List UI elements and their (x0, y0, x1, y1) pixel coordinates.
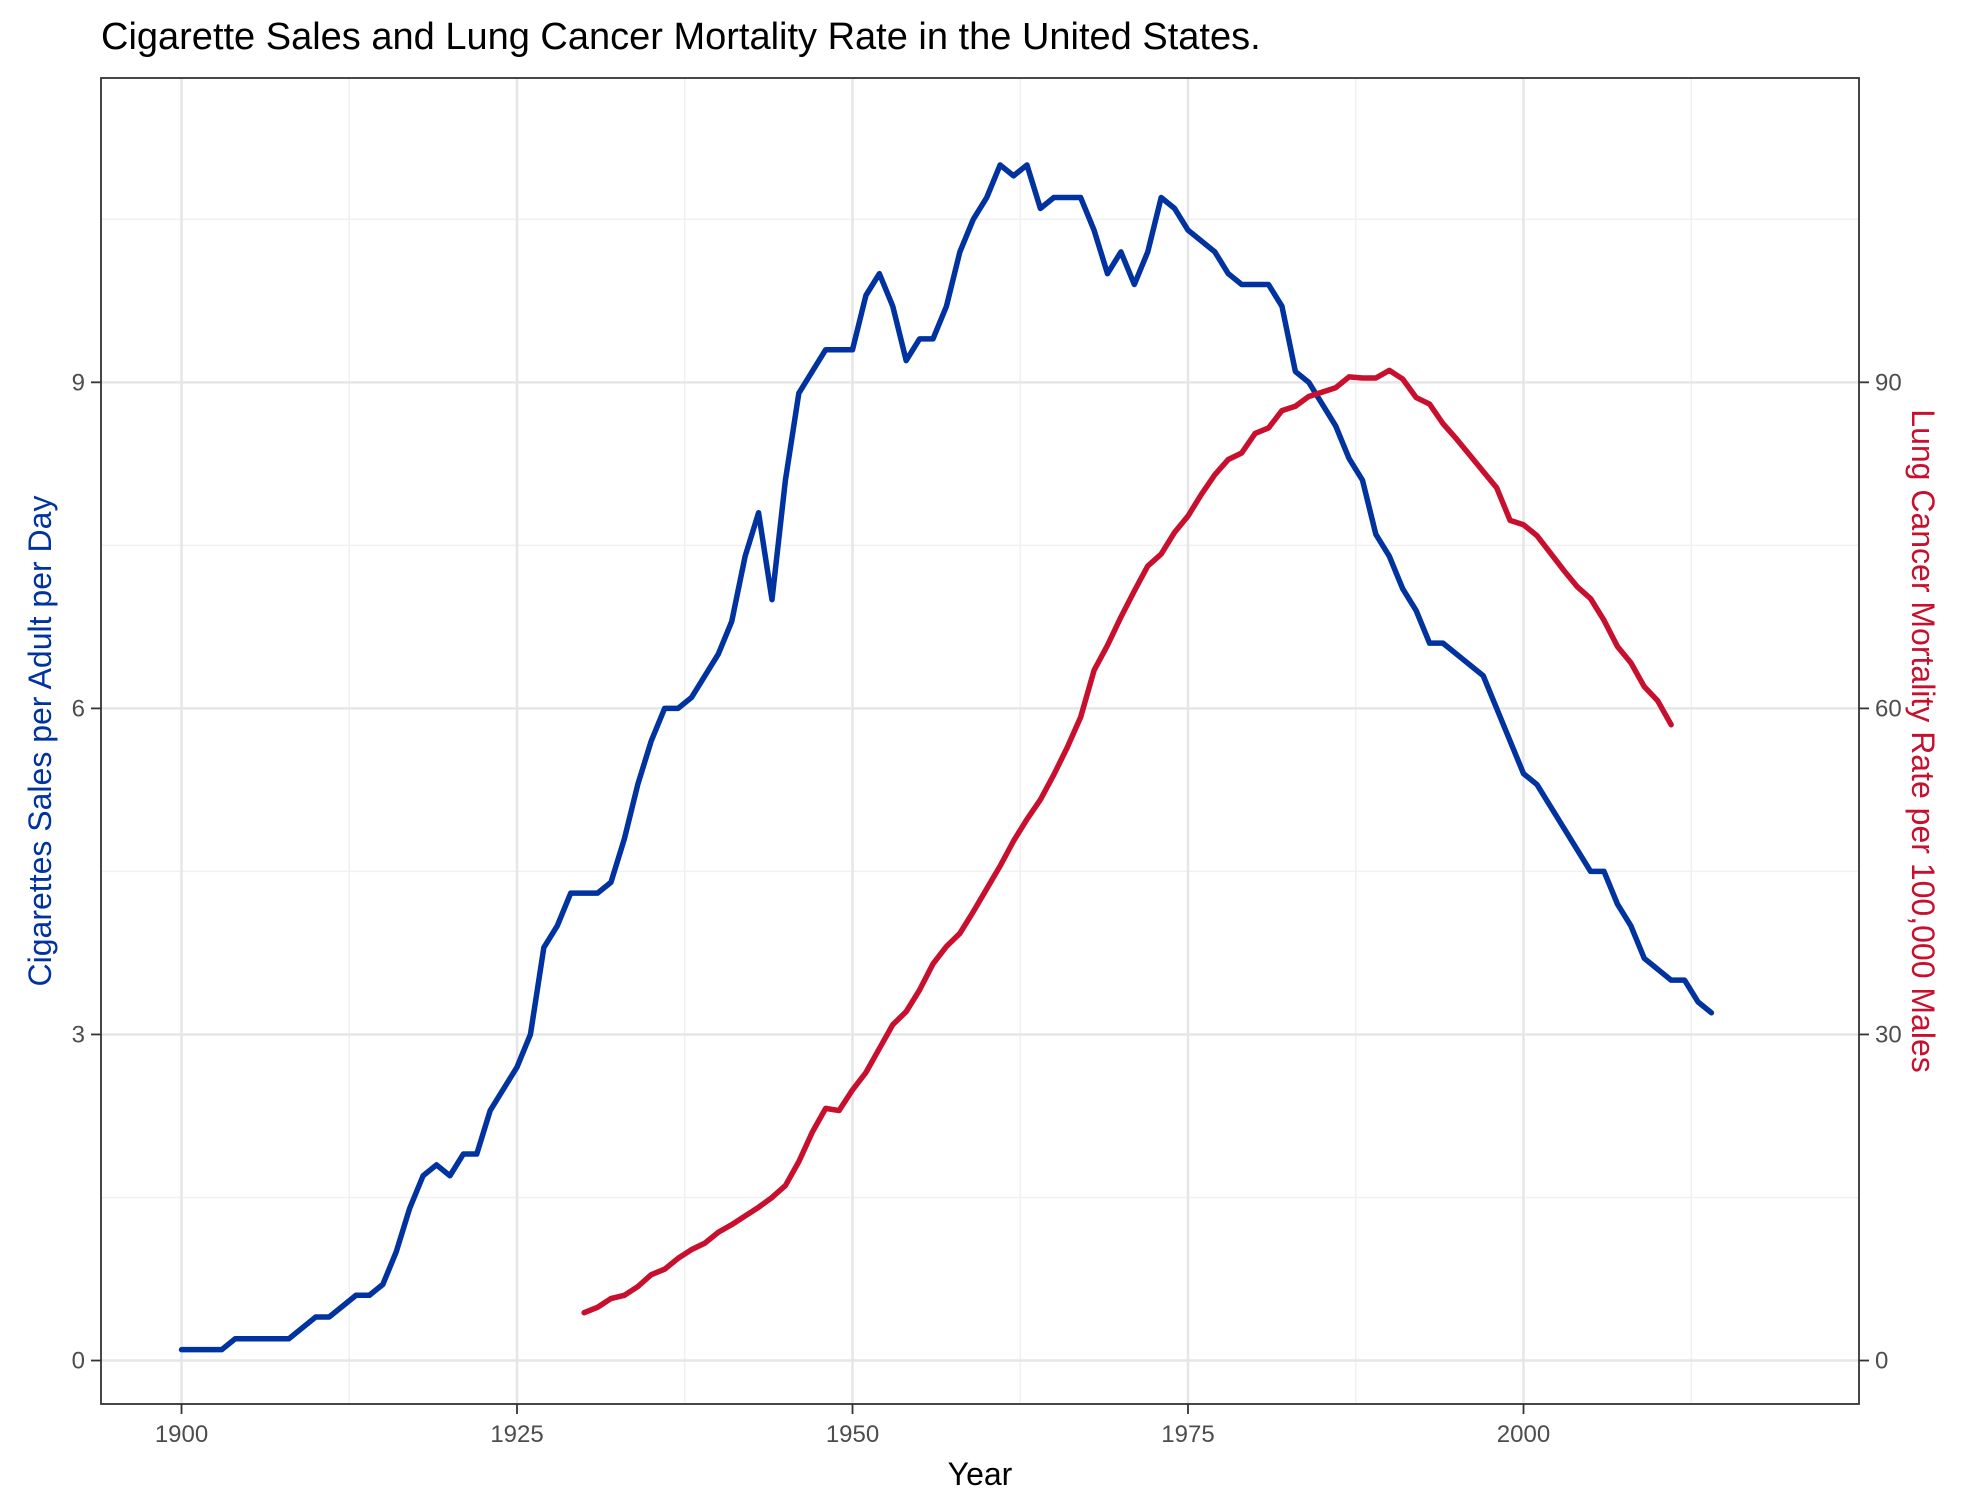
y-axis-right-title: Lung Cancer Mortality Rate per 100,000 M… (1905, 409, 1941, 1072)
x-tick-label: 1975 (1161, 1421, 1214, 1448)
y2-tick-label: 0 (1875, 1348, 1888, 1375)
y2-tick-label: 30 (1875, 1021, 1902, 1048)
minor-gridlines (101, 78, 1859, 1404)
y-tick-label: 9 (72, 369, 85, 396)
major-gridlines (101, 78, 1859, 1404)
chart-title: Cigarette Sales and Lung Cancer Mortalit… (101, 16, 1261, 58)
y-tick-label: 0 (72, 1348, 85, 1375)
series-layer (178, 162, 1715, 1353)
y-axis-left: 0 3 6 9 (72, 369, 101, 1375)
cigarette-sales-line (178, 162, 1715, 1353)
x-tick-label: 2000 (1497, 1421, 1550, 1448)
plot-panel-border (100, 77, 1860, 1405)
y2-tick-label: 60 (1875, 695, 1902, 722)
x-tick-label: 1925 (490, 1421, 543, 1448)
y-tick-label: 3 (72, 1021, 85, 1048)
x-tick-label: 1900 (155, 1421, 208, 1448)
x-tick-label: 1950 (826, 1421, 879, 1448)
x-axis: 1900 1925 1950 1975 2000 (155, 1404, 1550, 1448)
y2-tick-label: 90 (1875, 369, 1902, 396)
x-axis-title: Year (948, 1456, 1013, 1492)
y-axis-left-title: Cigarettes Sales per Adult per Day (22, 496, 58, 987)
mortality-rate-line (581, 367, 1674, 1316)
y-tick-label: 6 (72, 695, 85, 722)
y-axis-right: 0 30 60 90 (1859, 369, 1902, 1375)
